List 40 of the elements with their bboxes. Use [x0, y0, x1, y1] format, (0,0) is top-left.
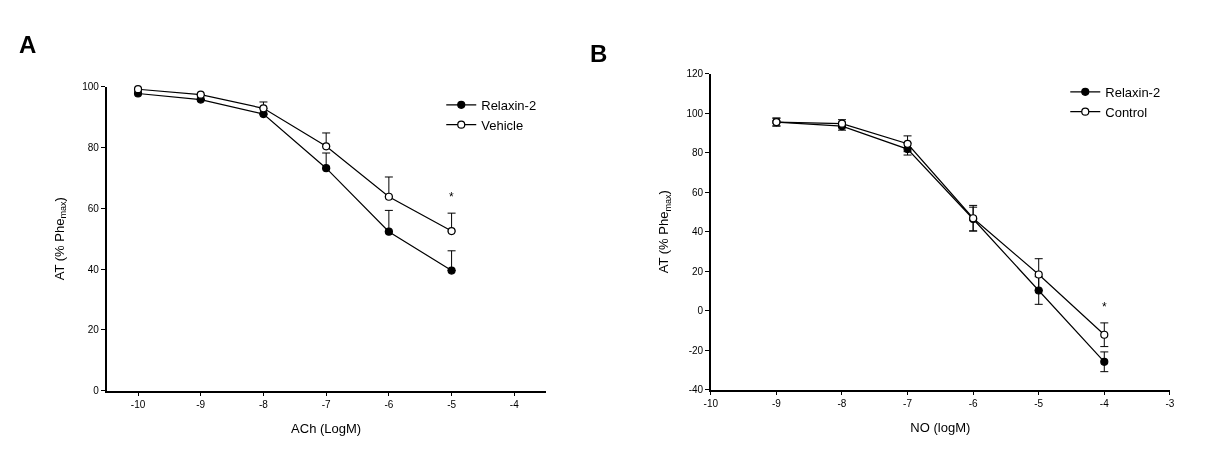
- y-tick-label: -20: [688, 344, 704, 356]
- x-tick-label: -4: [1099, 398, 1110, 410]
- y-tick-label: 60: [691, 186, 704, 198]
- y-tick-label: 80: [87, 142, 100, 154]
- chart-title: B: [590, 40, 608, 67]
- x-tick-label: -8: [837, 398, 847, 410]
- legend-label: Relaxin-2: [1105, 84, 1161, 100]
- y-tick-label: -40: [688, 384, 704, 396]
- x-tick-label: -3: [1165, 398, 1175, 410]
- y-tick-label: 20: [691, 265, 704, 277]
- y-tick-label: 0: [93, 385, 100, 396]
- legend-label: Relaxin-2: [481, 97, 537, 113]
- legend-label: Vehicle: [481, 117, 524, 133]
- x-tick-label: -7: [321, 399, 332, 411]
- x-tick-label: -5: [1034, 398, 1044, 410]
- x-axis-title: NO (logM): [910, 420, 971, 436]
- annotation: *: [449, 190, 454, 204]
- x-tick-label: -8: [259, 399, 269, 411]
- x-tick-label: -10: [703, 398, 719, 410]
- x-tick-label: -9: [771, 398, 782, 410]
- x-tick-label: -6: [968, 398, 979, 410]
- x-tick-label: -5: [447, 399, 457, 411]
- y-tick-label: 80: [691, 147, 704, 159]
- x-tick-label: -9: [196, 399, 206, 411]
- chart-title: A: [19, 31, 37, 58]
- annotation: *: [1102, 300, 1107, 314]
- y-tick-label: 60: [87, 202, 100, 214]
- y-tick-label: 20: [87, 324, 100, 336]
- x-axis-title: ACh (LogM): [291, 421, 362, 437]
- legend-label: Control: [1105, 104, 1148, 120]
- x-tick-label: -10: [130, 399, 146, 411]
- x-tick-label: -6: [384, 399, 394, 411]
- x-tick-label: -4: [509, 399, 520, 411]
- y-tick-label: 120: [686, 68, 704, 80]
- y-tick-label: 40: [691, 226, 704, 238]
- y-tick-label: 0: [697, 305, 704, 317]
- y-tick-label: 100: [82, 81, 100, 93]
- y-tick-label: 100: [686, 107, 704, 119]
- x-tick-label: -7: [903, 398, 913, 410]
- y-tick-label: 40: [87, 263, 100, 275]
